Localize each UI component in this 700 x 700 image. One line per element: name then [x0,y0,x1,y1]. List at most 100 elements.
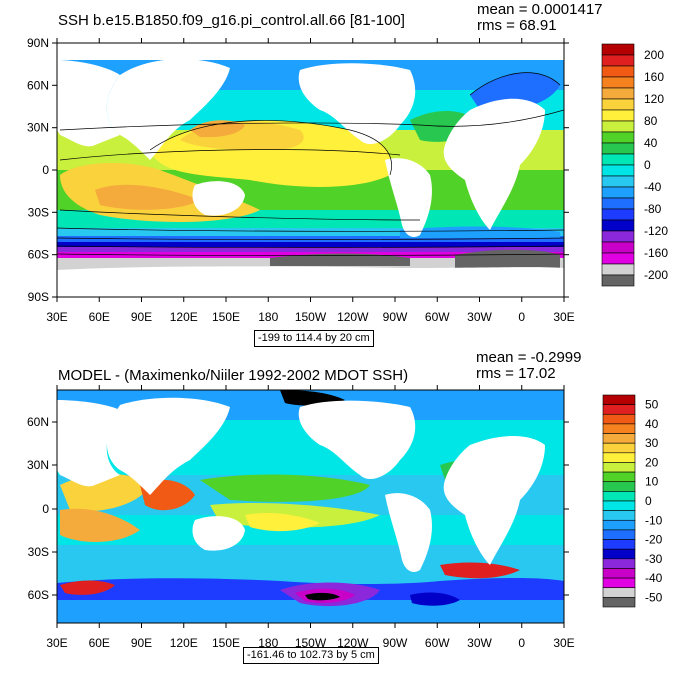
bottom-north-america [298,400,416,480]
top-lat-label: 30S [28,205,49,219]
top-lat-label: 60N [27,78,49,92]
bottom-south-america [385,493,432,572]
bottom-africa-landmass [443,436,545,565]
bottom-lon-label: 120W [337,636,369,650]
top-colorbar-box [601,153,635,166]
bottom-colorbar-label: -40 [645,571,663,585]
bottom-lon-axis: 30E 60E 90E 120E 150E 180 150W 120W 90W 60W 30W 0 30… [46,385,575,650]
top-colorbar-box [601,274,635,287]
top-lat-axis: 90N 60N 30N 0 30S 60S 90S [27,36,569,304]
bottom-colorbar-label: -20 [645,533,663,547]
bottom-colorbar-label: 20 [645,455,659,469]
top-lon-label: 60W [425,310,450,324]
top-map-title: SSH b.e15.B1850.f09_g16.pi_control.all.6… [58,12,405,29]
bottom-lon-label: 150W [295,636,327,650]
bottom-colorbar-box [602,597,636,608]
top-lon-label: 30E [553,310,574,324]
bottom-contour-info: -161.46 to 102.73 by 5 cm [243,647,379,664]
top-asia-landmass [106,58,230,160]
top-mean-value: mean = 0.0001417 [477,1,603,18]
bottom-lat-label: 0 [42,502,49,516]
bottom-colorbar-box [602,587,636,598]
bottom-lat-label: 30N [27,458,49,472]
top-colorbar-box [601,230,635,243]
top-colorbar-label: 40 [644,136,658,150]
bottom-map-svg: 60N 30N 0 30S 60S 30E 60E 90E 120E 150E 180 150W 12… [27,385,663,650]
top-colorbar-box [601,142,635,155]
bottom-lat-axis: 60N 30N 0 30S 60S [27,415,569,602]
top-colorbar-box [601,120,635,133]
top-lon-axis: 30E 60E 90E 120E 150E 180 150W 120W 90W 60W 30W 0 30… [46,38,575,324]
bottom-colorbar: 50 40 30 20 10 0 -10 -20 -30 -40 -50 [602,394,663,608]
top-colorbar-box [601,164,635,177]
top-lon-label: 120W [337,310,369,324]
bottom-colorbar-label: -30 [645,552,663,566]
top-lat-label: 60S [28,248,49,262]
top-antarctica [57,266,564,297]
top-rms-value: rms = 68.91 [477,17,557,34]
bottom-lon-label: 150E [212,636,240,650]
top-lon-label: 30W [467,310,492,324]
bottom-lon-label: 0 [518,636,525,650]
top-colorbar-label: 0 [644,158,651,172]
top-colorbar-box [601,208,635,221]
top-map-field [57,43,564,297]
top-lat-label: 90S [28,290,49,304]
top-colorbar-label: -40 [644,180,662,194]
bottom-rms-value: rms = 17.02 [476,365,556,382]
top-lon-label: 60E [89,310,110,324]
bottom-map-field [57,390,564,623]
top-colorbar-label: 80 [644,114,658,128]
bottom-lon-label: 30W [467,636,492,650]
top-colorbar-label: -120 [644,224,668,238]
top-colorbar-label: -160 [644,246,668,260]
top-colorbar-box [601,76,635,89]
bottom-colorbar-box [602,510,636,521]
top-lon-label: 90W [383,310,408,324]
bottom-colorbar-box [602,471,636,483]
bottom-colorbar-label: 10 [645,475,659,489]
top-lon-label: 30E [46,310,67,324]
bottom-colorbar-label: 0 [645,494,652,508]
top-colorbar-box [601,186,635,199]
bottom-colorbar-box [602,519,636,531]
bottom-colorbar-box [602,433,636,444]
top-colorbar-box [601,98,635,111]
bottom-colorbar-box [602,491,636,502]
top-colorbar-box [601,241,635,254]
bottom-colorbar-box [602,452,636,463]
bottom-colorbar-box [602,404,636,415]
top-lat-label: 30N [27,121,49,135]
top-colorbar-box [601,175,635,188]
top-contour-info: -199 to 114.4 by 20 cm [254,330,374,347]
top-colorbar-label: -200 [644,268,668,282]
bottom-lat-label: 60N [27,415,49,429]
top-lat-label: 90N [27,36,49,50]
bottom-colorbar-box [602,500,636,511]
top-colorbar-box [601,43,635,56]
top-africa-landmass [443,98,545,230]
bottom-colorbar-box [602,558,636,569]
top-colorbar-box [601,252,635,265]
top-colorbar-box [601,109,635,122]
bottom-colorbar-label: -50 [645,590,663,604]
bottom-lon-label: 90W [383,636,408,650]
top-colorbar-label: -80 [644,202,662,216]
top-lon-label: 120E [170,310,198,324]
bottom-colorbar-box [602,462,636,473]
bottom-map-title: MODEL - (Maximenko/Niiler 1992-2002 MDOT… [58,367,409,384]
top-colorbar-box [601,65,635,78]
bottom-colorbar-box [602,413,636,425]
top-lon-label: 180 [258,310,278,324]
top-colorbar-box [601,263,635,276]
bottom-asia-landmass [106,397,230,495]
bottom-lon-label: 30E [46,636,67,650]
top-lon-label: 0 [518,310,525,324]
top-contour-lines [57,72,564,256]
bottom-colorbar-label: -10 [645,513,663,527]
bottom-map-panel: MODEL - (Maximenko/Niiler 1992-2002 MDOT… [0,345,700,700]
bottom-mean-value: mean = -0.2999 [476,349,582,366]
bottom-lon-label: 120E [170,636,198,650]
bottom-colorbar-box [602,442,636,454]
top-antarctic-gray [270,253,410,266]
